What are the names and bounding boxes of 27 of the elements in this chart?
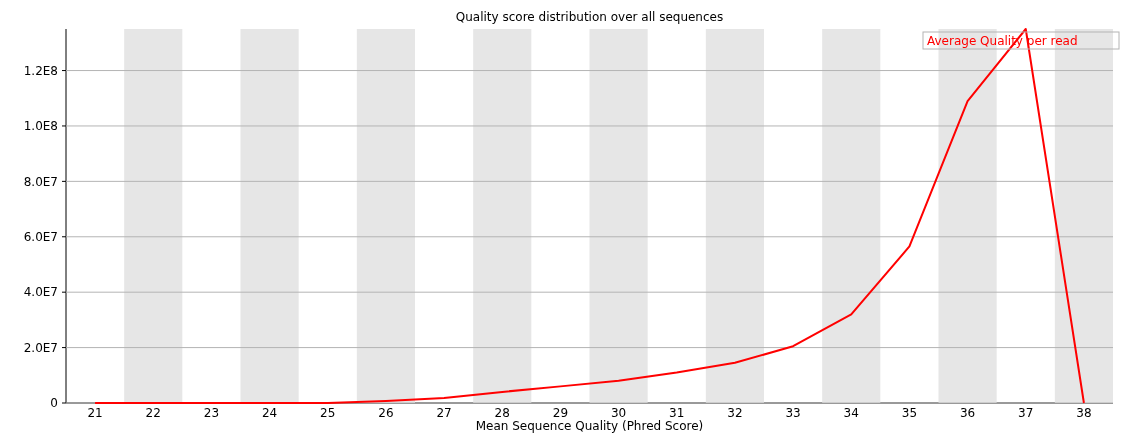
x-tick-label: 33 xyxy=(785,406,801,420)
x-tick-label: 35 xyxy=(901,406,918,420)
x-tick-label: 37 xyxy=(1018,406,1034,420)
x-tick-label: 26 xyxy=(378,406,394,420)
y-tick-label: 1.0E8 xyxy=(23,119,58,134)
x-axis-title: Mean Sequence Quality (Phred Score) xyxy=(475,419,704,433)
x-tick-label: 22 xyxy=(145,406,161,420)
y-tick-label: 4.0E7 xyxy=(23,285,58,300)
y-tick-label: 2.0E7 xyxy=(23,340,58,355)
y-tick-label: 6.0E7 xyxy=(23,229,58,244)
x-tick-label: 21 xyxy=(87,406,103,420)
x-tick-label: 29 xyxy=(552,406,569,420)
x-tick-label: 31 xyxy=(669,406,685,420)
x-tick-label: 25 xyxy=(320,406,336,420)
y-tick-label: 1.2E8 xyxy=(23,63,58,78)
x-tick-label: 27 xyxy=(436,406,452,420)
chart-title: Quality score distribution over all sequences xyxy=(455,10,724,24)
x-tick-label: 28 xyxy=(494,406,510,420)
x-tick-label: 38 xyxy=(1076,406,1092,420)
x-tick-label: 32 xyxy=(727,406,743,420)
y-tick-label: 8.0E7 xyxy=(23,174,58,189)
y-tick-label: 0 xyxy=(50,396,58,411)
x-tick-label: 34 xyxy=(843,406,859,420)
x-tick-label: 24 xyxy=(261,406,278,420)
x-tick-label: 36 xyxy=(959,406,976,420)
x-tick-label: 23 xyxy=(203,406,220,420)
x-tick-label: 30 xyxy=(610,406,627,420)
